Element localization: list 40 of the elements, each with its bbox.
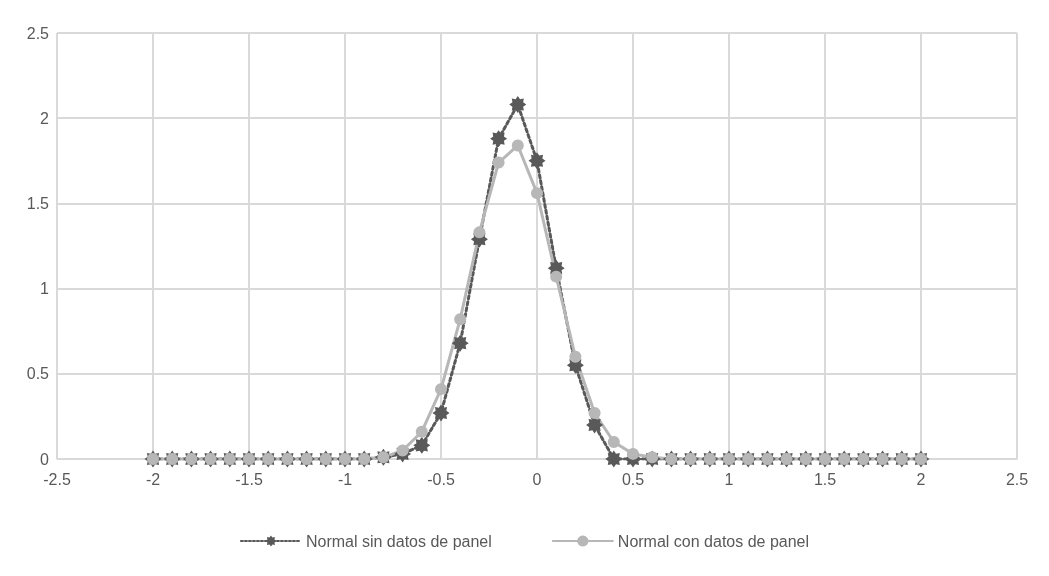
- point: [451, 334, 469, 352]
- point: [605, 450, 623, 468]
- x-tick-label: 0.5: [621, 470, 645, 488]
- point: [473, 226, 486, 239]
- point: [627, 447, 639, 460]
- point: [607, 435, 620, 448]
- point: [531, 187, 543, 200]
- x-tick-label: 2.5: [1005, 470, 1029, 488]
- point: [586, 416, 604, 434]
- point: [569, 350, 582, 363]
- y-tick-label: 1: [40, 280, 50, 298]
- legend-label: Normal sin datos de panel: [305, 532, 492, 550]
- x-tick-label: 1: [724, 470, 734, 488]
- y-tick-label: 0.5: [26, 365, 50, 383]
- point: [490, 130, 508, 148]
- point: [550, 270, 563, 283]
- point: [435, 383, 447, 396]
- x-tick-label: -1.5: [235, 470, 263, 488]
- x-tick-label: -1: [337, 470, 353, 488]
- point: [413, 436, 431, 454]
- y-tick-label: 0: [40, 450, 50, 468]
- point: [432, 404, 450, 422]
- legend-label: Normal con datos de panel: [617, 532, 810, 550]
- y-tick-label: 2: [40, 109, 50, 127]
- point: [454, 313, 467, 326]
- x-tick-label: 0: [532, 470, 542, 488]
- x-tick-label: -2.5: [43, 470, 71, 488]
- x-tick-label: 1.5: [813, 470, 837, 488]
- point: [528, 152, 546, 170]
- point: [509, 96, 527, 114]
- x-tick-label: -0.5: [427, 470, 455, 488]
- point: [396, 444, 409, 457]
- y-tick-label: 1.5: [26, 194, 50, 212]
- x-tick-label: -2: [145, 470, 161, 488]
- point: [415, 425, 428, 438]
- point: [492, 156, 505, 169]
- x-tick-label: 2: [916, 470, 926, 488]
- point: [588, 406, 601, 419]
- y-tick-label: 2.5: [26, 24, 50, 42]
- point: [511, 139, 524, 152]
